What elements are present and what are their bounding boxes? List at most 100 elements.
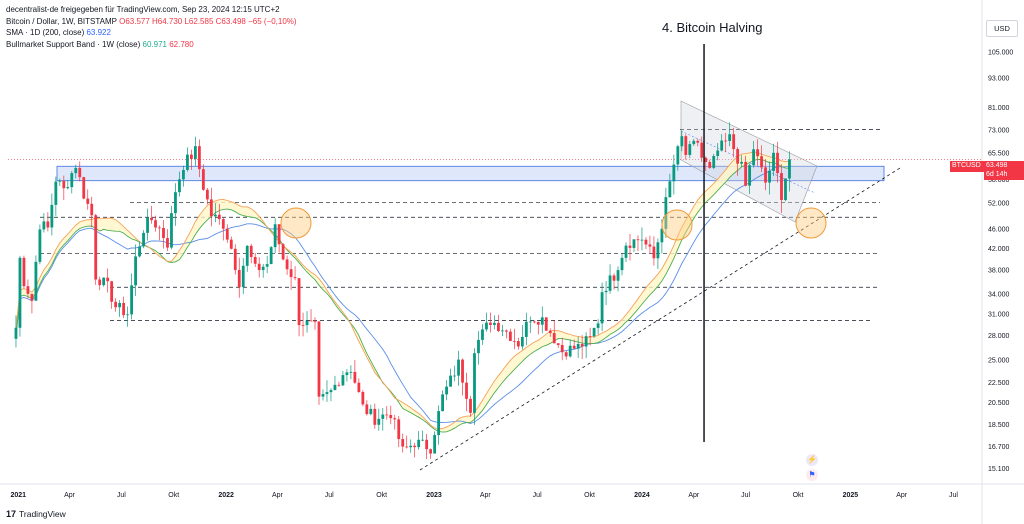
candle-body	[604, 290, 608, 293]
candle-body	[289, 269, 293, 278]
candle-body	[353, 371, 357, 383]
candle-body	[122, 302, 126, 316]
y-tick-label: 16.700	[988, 444, 1010, 451]
candle-body	[90, 203, 94, 216]
candle-body	[66, 187, 70, 189]
candle-body	[744, 161, 748, 186]
candle-body	[540, 317, 544, 325]
x-tick-label: Apr	[480, 492, 492, 499]
currency-button[interactable]: USD	[986, 20, 1018, 37]
candle-body	[616, 270, 620, 281]
candle-body	[548, 330, 552, 334]
candle-body	[437, 411, 441, 436]
y-tick-label: 81.000	[988, 105, 1010, 112]
candle-body	[170, 213, 173, 248]
event-flash-icon[interactable]: ⚡	[806, 454, 818, 466]
y-tick-label: 22.500	[988, 380, 1010, 387]
sma-label: SMA · 1D (200, close)	[6, 28, 85, 37]
candle-body	[253, 256, 257, 264]
candle-body	[154, 220, 157, 228]
candle-body	[341, 375, 345, 386]
candle-body	[532, 321, 536, 323]
candle-body	[213, 214, 217, 217]
x-tick-label: 2021	[10, 492, 26, 499]
candle-body	[421, 439, 425, 441]
candle-body	[58, 180, 62, 182]
x-tick-label: 2022	[218, 492, 234, 499]
candle-body	[269, 247, 273, 265]
candle-body	[748, 165, 752, 186]
candle-body	[465, 382, 468, 399]
candle-body	[504, 330, 508, 332]
candle-body	[205, 189, 209, 200]
band-label: Bullmarket Support Band · 1W (close)	[6, 39, 141, 49]
candle-body	[186, 154, 189, 170]
candle-body	[261, 266, 265, 271]
highlight-circle	[280, 207, 312, 239]
candle-body	[150, 217, 153, 221]
candle-body	[441, 394, 444, 412]
y-tick-label: 34.000	[988, 292, 1010, 299]
tradingview-brand-text: TradingView	[19, 509, 66, 519]
candle-body	[277, 224, 281, 245]
x-tick-label: Jul	[949, 492, 958, 499]
tradingview-logo[interactable]: 17 TradingView	[6, 509, 66, 519]
x-tick-label: Apr	[688, 492, 700, 499]
candle-body	[481, 329, 484, 340]
candle-body	[712, 155, 716, 168]
candle-body	[285, 259, 289, 270]
symbol-tag: BTCUSD	[950, 161, 986, 172]
candle-body	[592, 327, 596, 337]
candle-body	[477, 339, 480, 354]
candle-body	[449, 375, 452, 387]
candle-body	[644, 239, 648, 245]
candle-body	[704, 157, 708, 163]
candle-body	[138, 246, 141, 257]
candle-body	[174, 192, 177, 214]
y-tick-label: 58.000	[988, 177, 1010, 184]
candle-body	[772, 152, 775, 171]
candle-body	[190, 154, 193, 159]
candle-body	[636, 239, 640, 241]
candle-body	[305, 320, 309, 326]
candle-body	[325, 392, 329, 395]
candle-body	[501, 330, 504, 332]
candle-body	[764, 167, 767, 183]
sma-row[interactable]: SMA · 1D (200, close) 63.922	[6, 27, 297, 39]
candle-body	[265, 264, 269, 267]
candle-body	[413, 445, 417, 448]
candle-body	[620, 257, 624, 271]
candle-body	[497, 322, 500, 332]
candle-body	[776, 152, 779, 174]
band-row[interactable]: Bullmarket Support Band · 1W (close) 60.…	[6, 39, 297, 51]
y-tick-label: 46.000	[988, 227, 1010, 234]
candle-body	[162, 228, 165, 239]
candle-body	[34, 261, 38, 301]
candle-body	[788, 159, 791, 179]
candle-body	[756, 149, 759, 157]
candle-body	[664, 197, 668, 229]
candle-body	[780, 173, 783, 200]
symbol-row[interactable]: Bitcoin / Dollar, 1W, BITSTAMP O63.577 H…	[6, 16, 297, 28]
candle-body	[572, 345, 576, 349]
candle-body	[86, 198, 90, 204]
candle-body	[349, 371, 353, 373]
x-tick-label: Apr	[64, 492, 76, 499]
candle-body	[134, 256, 137, 286]
candle-body	[26, 286, 30, 294]
candle-body	[564, 352, 568, 357]
candle-body	[50, 204, 54, 228]
candle-body	[720, 140, 724, 151]
candle-body	[473, 353, 476, 413]
candle-body	[221, 219, 225, 229]
candle-body	[528, 321, 532, 323]
tradingview-mark-icon: 17	[6, 509, 17, 519]
economic-flag-icon[interactable]: ⚑	[806, 469, 818, 481]
candle-body	[18, 257, 22, 328]
candle-body	[42, 221, 46, 230]
x-tick-label: 2023	[426, 492, 442, 499]
candle-body	[596, 323, 600, 328]
x-tick-label: Okt	[168, 492, 179, 499]
candle-body	[608, 275, 612, 291]
